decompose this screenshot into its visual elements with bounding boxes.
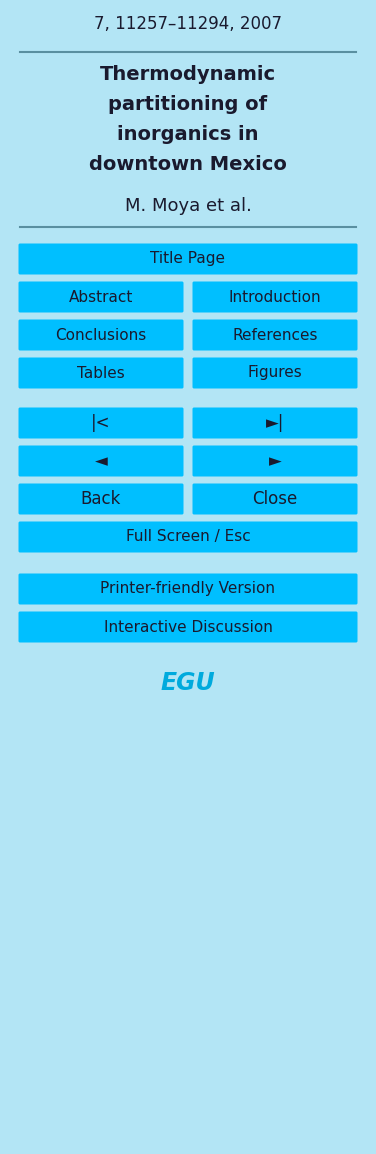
Text: EGU: EGU — [161, 670, 215, 695]
FancyBboxPatch shape — [193, 445, 358, 477]
Text: Conclusions: Conclusions — [55, 328, 147, 343]
Text: ►: ► — [268, 452, 281, 470]
FancyBboxPatch shape — [18, 243, 358, 275]
Text: Abstract: Abstract — [69, 290, 133, 305]
FancyBboxPatch shape — [193, 358, 358, 389]
Text: Introduction: Introduction — [229, 290, 321, 305]
Text: Full Screen / Esc: Full Screen / Esc — [126, 530, 250, 545]
Text: |<: |< — [91, 414, 111, 432]
FancyBboxPatch shape — [18, 612, 358, 643]
Text: Close: Close — [252, 490, 298, 508]
Text: partitioning of: partitioning of — [108, 95, 268, 114]
Text: 7, 11257–11294, 2007: 7, 11257–11294, 2007 — [94, 15, 282, 33]
FancyBboxPatch shape — [18, 445, 183, 477]
FancyBboxPatch shape — [193, 484, 358, 515]
Text: Printer-friendly Version: Printer-friendly Version — [100, 582, 276, 597]
FancyBboxPatch shape — [18, 407, 183, 439]
FancyBboxPatch shape — [193, 282, 358, 313]
Text: Title Page: Title Page — [150, 252, 226, 267]
Text: ◄: ◄ — [95, 452, 108, 470]
FancyBboxPatch shape — [18, 282, 183, 313]
Text: Back: Back — [81, 490, 121, 508]
Text: Interactive Discussion: Interactive Discussion — [103, 620, 273, 635]
FancyBboxPatch shape — [18, 320, 183, 351]
FancyBboxPatch shape — [18, 484, 183, 515]
FancyBboxPatch shape — [18, 358, 183, 389]
Text: Figures: Figures — [248, 366, 302, 381]
Text: inorganics in: inorganics in — [117, 125, 259, 144]
FancyBboxPatch shape — [18, 522, 358, 553]
Text: References: References — [232, 328, 318, 343]
Text: Thermodynamic: Thermodynamic — [100, 65, 276, 84]
FancyBboxPatch shape — [193, 407, 358, 439]
FancyBboxPatch shape — [193, 320, 358, 351]
Text: Tables: Tables — [77, 366, 125, 381]
FancyBboxPatch shape — [18, 574, 358, 605]
Text: M. Moya et al.: M. Moya et al. — [124, 197, 252, 215]
Text: ►|: ►| — [266, 414, 284, 432]
Text: downtown Mexico: downtown Mexico — [89, 155, 287, 174]
